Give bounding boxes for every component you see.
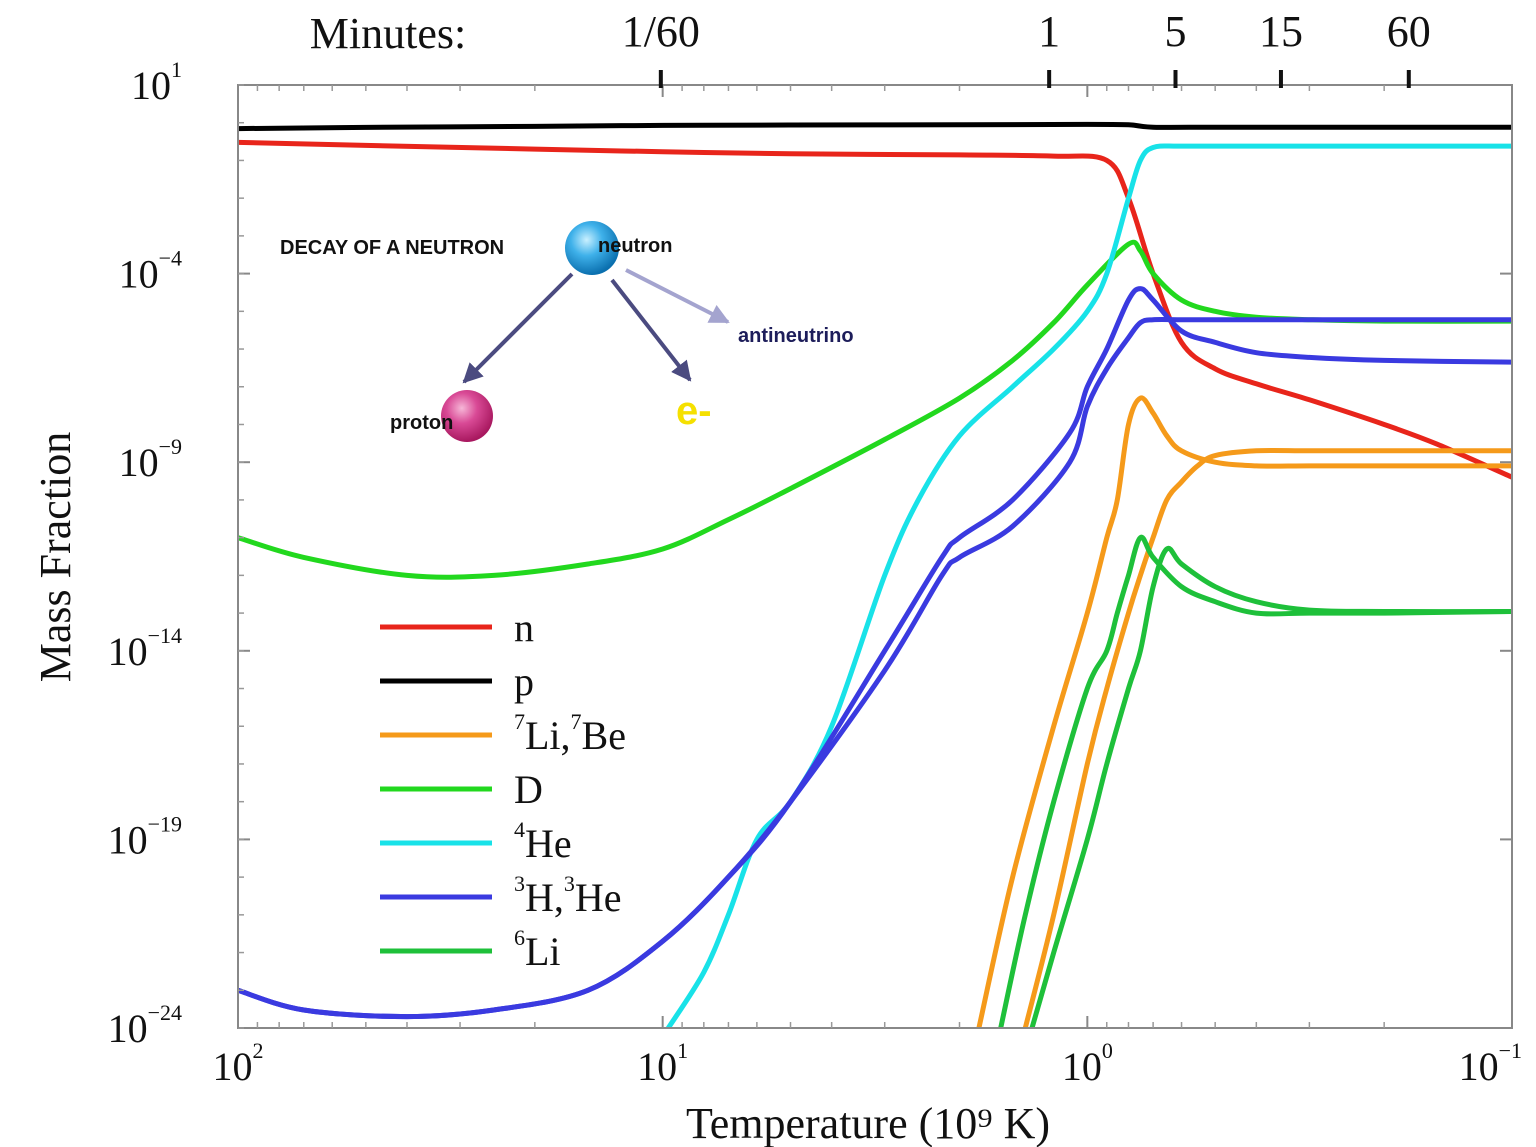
y-tick-label-3: 10−14 xyxy=(108,623,182,674)
series-line-1 xyxy=(238,121,1512,132)
arrow-to-antineutrino xyxy=(625,268,730,324)
neutron-decay-inset: DECAY OF A NEUTRON neutron proton e- ant… xyxy=(280,221,854,442)
series-line-6 xyxy=(238,286,1512,1020)
legend-label-2: 7Li,7Be xyxy=(514,709,626,758)
legend-label-5: 3H,3He xyxy=(514,871,622,920)
neutron-ball xyxy=(565,221,619,275)
series-line-8 xyxy=(998,534,1512,1028)
series-line-7 xyxy=(238,316,1512,1020)
neutron-label: neutron xyxy=(598,235,672,257)
y-axis-title: Mass Fraction xyxy=(31,432,80,683)
x-axis-title: Temperature (10⁹ K) xyxy=(686,1099,1050,1147)
minutes-tick-label-1: 1 xyxy=(1038,7,1060,56)
legend-label-3: D xyxy=(514,767,543,812)
series-line-4 xyxy=(238,239,1512,580)
axis-layer: 101 10−4 10−9 10−14 10−19 10−24 102 101 100 10−1 1… xyxy=(108,7,1522,1089)
x-tick-label-3: 10−1 xyxy=(1459,1038,1522,1089)
series-line-2 xyxy=(976,395,1512,1028)
antineutrino-label: antineutrino xyxy=(738,325,854,347)
series-line-9 xyxy=(1029,545,1512,1028)
x-tick-label-1: 101 xyxy=(637,1038,688,1089)
legend-label-1: p xyxy=(514,659,534,704)
inset-title: DECAY OF A NEUTRON xyxy=(280,237,504,259)
legend-label-0: n xyxy=(514,605,534,650)
minutes-tick-label-3: 15 xyxy=(1259,7,1303,56)
series-line-3 xyxy=(1022,447,1512,1028)
y-tick-label-0: 101 xyxy=(131,57,182,108)
minutes-tick-label-4: 60 xyxy=(1387,7,1431,56)
proton-label: proton xyxy=(390,412,453,434)
legend: np 7Li,7Be D 4He 3H,3He 6Li xyxy=(380,605,626,974)
y-tick-label-2: 10−9 xyxy=(119,434,182,485)
minutes-tick-label-0: 1/60 xyxy=(622,7,700,56)
electron-label: e- xyxy=(676,389,712,433)
series-layer xyxy=(238,121,1512,1028)
arrow-to-electron xyxy=(610,278,692,382)
arrow-to-proton xyxy=(462,272,574,384)
y-tick-label-4: 10−19 xyxy=(108,811,182,862)
legend-label-6: 6Li xyxy=(514,925,561,974)
y-tick-label-5: 10−24 xyxy=(108,1000,182,1051)
proton-ball xyxy=(441,390,493,442)
x-tick-label-2: 100 xyxy=(1062,1038,1113,1089)
y-tick-label-1: 10−4 xyxy=(119,246,182,297)
series-line-5 xyxy=(665,143,1512,1028)
plot-frame xyxy=(237,84,1513,1029)
minutes-tick-label-2: 5 xyxy=(1164,7,1186,56)
legend-label-4: 4He xyxy=(514,817,572,866)
top-axis-title: Minutes: xyxy=(310,9,466,58)
x-tick-label-0: 102 xyxy=(213,1038,264,1089)
series-line-0 xyxy=(238,139,1512,480)
